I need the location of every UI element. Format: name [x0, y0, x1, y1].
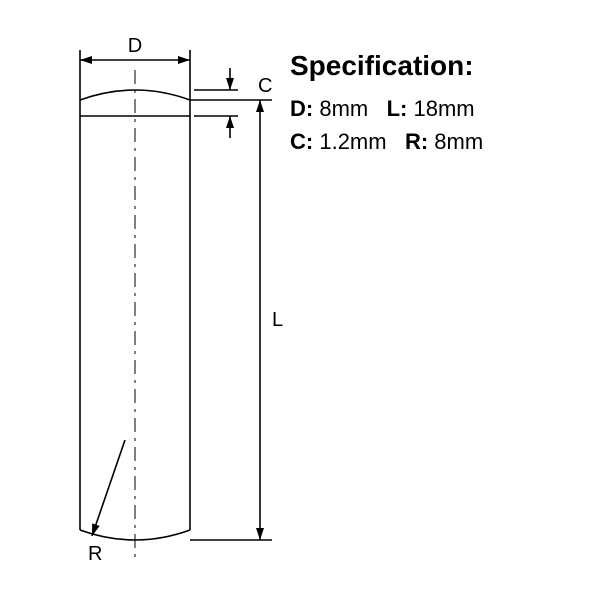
spec-label-L: L:	[387, 96, 408, 121]
spec-value-R: 8mm	[434, 129, 483, 154]
spec-row-1: D: 8mm L: 18mm	[290, 92, 483, 125]
svg-text:C: C	[258, 75, 272, 97]
spec-title: Specification:	[290, 50, 483, 82]
diagram-canvas: D C L R Specification: D: 8mm L: 18mm C: 1.…	[0, 0, 600, 600]
spec-value-C: 1.2mm	[319, 129, 386, 154]
specification-block: Specification: D: 8mm L: 18mm C: 1.2mm R…	[290, 50, 483, 158]
spec-label-D: D:	[290, 96, 313, 121]
svg-text:D: D	[128, 35, 142, 57]
spec-label-C: C:	[290, 129, 313, 154]
svg-text:L: L	[272, 309, 283, 331]
svg-text:R: R	[88, 543, 102, 565]
spec-value-D: 8mm	[319, 96, 368, 121]
spec-row-2: C: 1.2mm R: 8mm	[290, 125, 483, 158]
spec-label-R: R:	[405, 129, 428, 154]
spec-value-L: 18mm	[413, 96, 474, 121]
